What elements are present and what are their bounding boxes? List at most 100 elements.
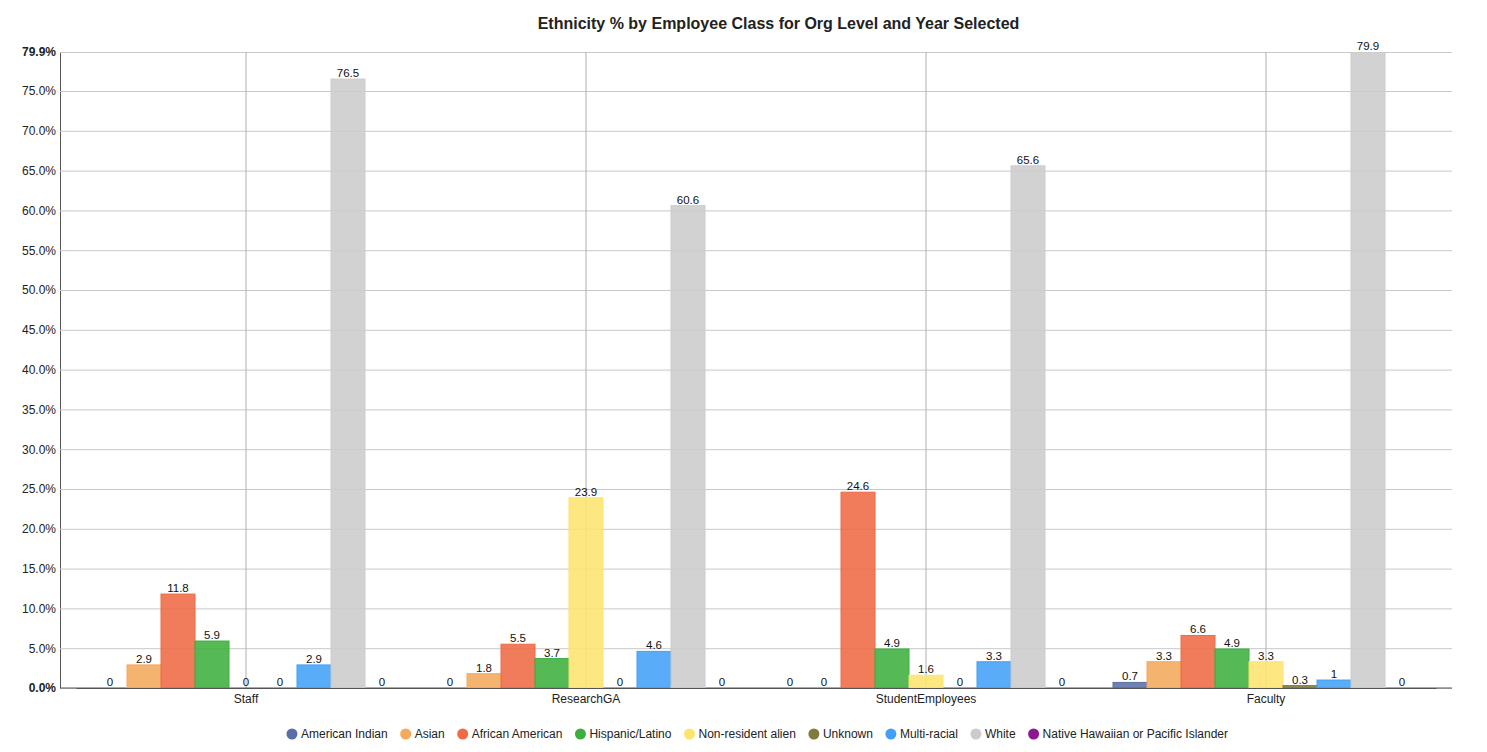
title: Ethnicity % by Employee Class for Org Le… bbox=[538, 15, 1020, 32]
x-grid-line bbox=[246, 52, 247, 688]
bar bbox=[875, 649, 909, 688]
y-grid-line bbox=[60, 131, 1452, 132]
legend-item: Multi-racial bbox=[885, 727, 958, 741]
data-label: 11.8 bbox=[167, 582, 189, 594]
bar bbox=[1181, 635, 1215, 688]
legend-swatch bbox=[1028, 729, 1039, 740]
y-tick: 40.0% bbox=[22, 363, 1452, 377]
y-tick: 79.9% bbox=[22, 45, 1452, 59]
bar bbox=[1147, 662, 1181, 688]
data-label: 0 bbox=[821, 676, 827, 688]
data-label: 24.6 bbox=[847, 480, 869, 492]
legend-item: Non-resident alien bbox=[684, 727, 796, 741]
data-label: 79.9 bbox=[1357, 40, 1379, 52]
y-tick-label: 20.0% bbox=[22, 522, 56, 536]
legend-label: Hispanic/Latino bbox=[589, 727, 671, 741]
y-grid-line bbox=[60, 529, 1452, 530]
data-label: 0 bbox=[787, 676, 793, 688]
y-tick-label: 75.0% bbox=[22, 84, 56, 98]
data-label: 4.9 bbox=[884, 637, 900, 649]
bar bbox=[297, 665, 331, 688]
legend-label: Asian bbox=[415, 727, 445, 741]
legend-swatch bbox=[808, 729, 819, 740]
y-tick: 65.0% bbox=[22, 164, 1452, 178]
data-label: 23.9 bbox=[575, 486, 597, 498]
x-grid-line bbox=[1266, 52, 1267, 688]
data-label: 0.3 bbox=[1292, 674, 1308, 686]
bar bbox=[467, 674, 501, 688]
bar bbox=[535, 659, 569, 688]
bar bbox=[671, 206, 705, 688]
legend-swatch bbox=[684, 729, 695, 740]
x-tick: StudentEmployees bbox=[876, 52, 977, 706]
data-label: 1.8 bbox=[476, 662, 492, 674]
data-label: 0 bbox=[447, 676, 453, 688]
data-label: 1 bbox=[1331, 668, 1337, 680]
x-tick-label: ResearchGA bbox=[552, 692, 621, 706]
bar bbox=[501, 644, 535, 688]
y-tick: 50.0% bbox=[22, 283, 1452, 297]
x-tick-label: StudentEmployees bbox=[876, 692, 977, 706]
data-label: 0.7 bbox=[1122, 670, 1138, 682]
bar bbox=[195, 641, 229, 688]
data-label: 0 bbox=[243, 676, 249, 688]
legend: American IndianAsianAfrican AmericanHisp… bbox=[286, 727, 1228, 741]
x-grid-line bbox=[926, 52, 927, 688]
y-tick-label: 0.0% bbox=[29, 681, 57, 695]
y-tick: 55.0% bbox=[22, 244, 1452, 258]
y-tick-label: 5.0% bbox=[29, 642, 57, 656]
bar bbox=[569, 498, 603, 688]
bar bbox=[331, 79, 365, 688]
bars bbox=[127, 52, 1385, 688]
bar bbox=[1249, 662, 1283, 688]
data-label: 0 bbox=[277, 676, 283, 688]
y-grid-line bbox=[60, 52, 1452, 53]
data-label: 0 bbox=[1059, 676, 1065, 688]
legend-item: Native Hawaiian or Pacific Islander bbox=[1028, 727, 1228, 741]
legend-label: Non-resident alien bbox=[698, 727, 795, 741]
y-grid-line bbox=[60, 409, 1452, 410]
y-tick: 70.0% bbox=[22, 124, 1452, 138]
x-axis: StaffResearchGAStudentEmployeesFaculty bbox=[77, 52, 1437, 706]
data-label: 4.6 bbox=[646, 639, 662, 651]
y-grid-line bbox=[60, 290, 1452, 291]
bar bbox=[127, 665, 161, 688]
bar bbox=[1283, 686, 1317, 688]
y-tick: 10.0% bbox=[22, 602, 1452, 616]
data-label: 3.3 bbox=[986, 650, 1002, 662]
legend-label: Unknown bbox=[823, 727, 873, 741]
data-label: 2.9 bbox=[306, 653, 322, 665]
bar bbox=[637, 651, 671, 688]
y-tick: 45.0% bbox=[22, 323, 1452, 337]
y-tick-label: 45.0% bbox=[22, 323, 56, 337]
legend-swatch bbox=[885, 729, 896, 740]
bar bbox=[1215, 649, 1249, 688]
data-label: 5.9 bbox=[204, 629, 220, 641]
y-tick: 35.0% bbox=[22, 403, 1452, 417]
y-tick: 75.0% bbox=[22, 84, 1452, 98]
y-tick-label: 30.0% bbox=[22, 443, 56, 457]
chart: Ethnicity % by Employee Class for Org Le… bbox=[0, 0, 1487, 752]
data-label: 60.6 bbox=[677, 194, 699, 206]
y-grid-line bbox=[60, 330, 1452, 331]
legend-swatch bbox=[575, 729, 586, 740]
y-grid-line bbox=[60, 210, 1452, 211]
y-grid-line bbox=[60, 449, 1452, 450]
data-label: 1.6 bbox=[918, 663, 934, 675]
legend-swatch bbox=[286, 729, 297, 740]
y-tick-label: 79.9% bbox=[22, 45, 56, 59]
legend-item: Asian bbox=[400, 727, 445, 741]
bar bbox=[1113, 682, 1147, 688]
bar bbox=[841, 492, 875, 688]
data-labels: 0000.72.91.803.311.85.524.66.65.93.74.94… bbox=[107, 40, 1405, 688]
x-tick-label: Staff bbox=[234, 692, 259, 706]
data-label: 2.9 bbox=[136, 653, 152, 665]
bar bbox=[1351, 52, 1385, 688]
y-grid-line bbox=[60, 489, 1452, 490]
data-label: 76.5 bbox=[337, 67, 359, 79]
data-label: 3.3 bbox=[1258, 650, 1274, 662]
legend-label: White bbox=[985, 727, 1016, 741]
data-label: 0 bbox=[617, 676, 623, 688]
y-axis: 0.0%5.0%10.0%15.0%20.0%25.0%30.0%35.0%40… bbox=[22, 45, 1452, 695]
y-grid-line bbox=[60, 688, 1452, 689]
